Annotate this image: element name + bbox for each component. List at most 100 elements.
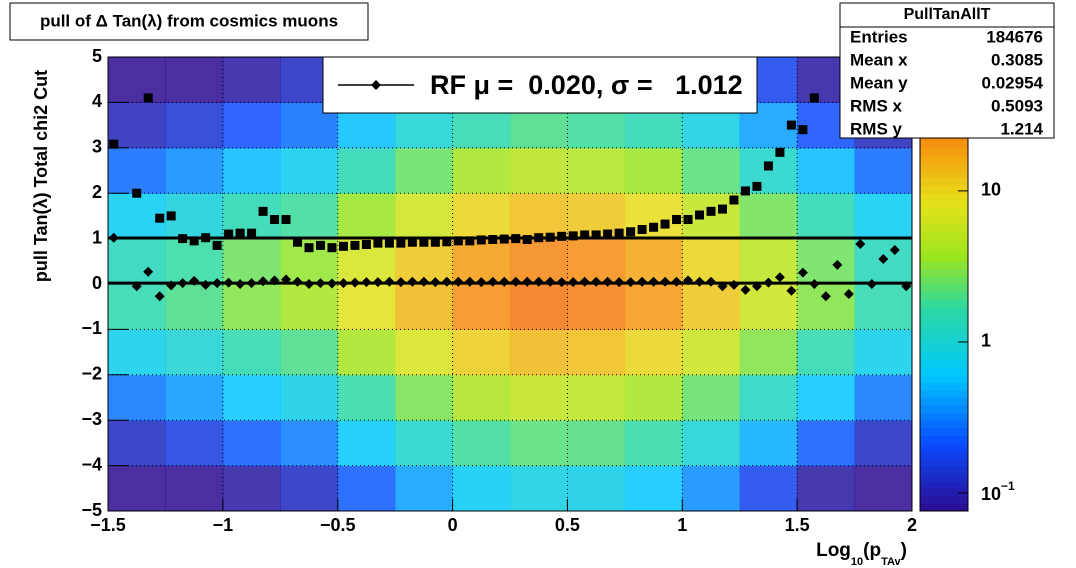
color-bar-step [920, 352, 968, 361]
color-bar-step [920, 336, 968, 346]
color-bar-step [920, 329, 968, 338]
color-bar-step [920, 374, 968, 383]
diamond-marker [878, 254, 889, 265]
heat-cell [395, 465, 454, 512]
square-marker [465, 236, 475, 246]
x-tick-label: 0.5 [555, 515, 580, 535]
diamond-marker [728, 279, 739, 290]
y-tick-label: −1 [81, 318, 102, 338]
heat-cell [739, 147, 798, 194]
color-bar-step [920, 291, 968, 300]
color-bar-step [920, 495, 968, 504]
square-marker [419, 237, 429, 247]
square-marker [315, 240, 325, 250]
heat-cell [395, 329, 454, 376]
heat-cell [222, 238, 281, 285]
square-marker [545, 232, 555, 242]
heat-cell [567, 147, 626, 194]
stats-value: 1.214 [1000, 119, 1043, 138]
color-bar-step [920, 193, 968, 202]
square-marker [729, 195, 739, 205]
heat-cell [108, 57, 166, 103]
square-marker [338, 241, 348, 251]
heat-cell [510, 329, 568, 376]
square-marker [373, 238, 383, 248]
heat-cell [682, 465, 741, 512]
z-tick-exponent: −1 [1001, 479, 1015, 493]
square-marker [235, 228, 245, 238]
heat-cell [854, 329, 913, 376]
square-marker [396, 238, 406, 248]
square-marker [568, 231, 578, 241]
diamond-marker [901, 281, 912, 292]
heat-cell [337, 374, 396, 421]
square-marker [143, 93, 153, 103]
color-bar-step [920, 155, 968, 164]
diamond-marker [751, 281, 762, 292]
x-label-part: Log [816, 540, 851, 561]
color-bar-step [920, 178, 968, 187]
color-bar-step [920, 276, 968, 285]
square-marker [672, 215, 682, 225]
heat-cell [567, 238, 626, 285]
y-tick-label: −4 [81, 454, 102, 474]
stats-rows: Entries 184676 Mean x 0.3085 Mean y 0.02954 RM… [850, 27, 1044, 138]
diamond-marker [476, 277, 487, 288]
y-tick-label: 4 [92, 91, 102, 111]
heat-cell [567, 329, 626, 376]
y-tick-label: 1 [92, 227, 102, 247]
diamond-marker [499, 276, 510, 287]
heat-cell [854, 374, 913, 421]
square-marker [511, 234, 521, 244]
color-bar-step [920, 442, 968, 451]
heat-cell [797, 329, 856, 376]
heat-cell [165, 102, 224, 149]
square-marker [476, 235, 486, 245]
z-tick-label: 10−1 [981, 479, 1015, 504]
square-marker [270, 215, 280, 225]
x-tick-label: −1 [213, 515, 234, 535]
diamond-marker [832, 259, 843, 270]
heat-cell [452, 284, 511, 330]
diamond-marker [866, 279, 877, 289]
heat-cell [108, 374, 166, 421]
y-tick-label: −3 [81, 409, 102, 429]
color-bar-step [920, 284, 968, 293]
heat-cell [452, 147, 511, 194]
color-bar-step [920, 435, 968, 444]
diamond-marker [177, 278, 188, 289]
diamond-marker [200, 279, 211, 290]
diamond-marker [131, 281, 142, 292]
stats-key: RMS x [850, 96, 903, 115]
diamond-marker [637, 276, 648, 287]
heat-cell [682, 329, 741, 376]
heat-cell [108, 238, 166, 285]
heat-cell [395, 374, 454, 421]
x-label-part: (p [863, 540, 881, 561]
heat-cell [624, 238, 683, 285]
stats-value: 0.3085 [991, 50, 1043, 69]
diamond-marker [361, 277, 372, 288]
heat-cell [452, 238, 511, 285]
diamond-marker [660, 276, 671, 287]
diamond-marker [338, 278, 349, 289]
heat-cell [510, 465, 568, 512]
square-marker [442, 237, 452, 247]
stats-value: 0.02954 [982, 73, 1044, 92]
diamond-marker [579, 276, 590, 287]
stats-key: Mean y [850, 73, 908, 92]
square-marker [178, 234, 188, 244]
square-marker [407, 237, 417, 247]
square-marker [201, 233, 211, 243]
square-marker [247, 228, 257, 238]
diamond-marker [568, 277, 579, 288]
x-tick-label: −0.5 [320, 515, 356, 535]
heat-cell [165, 420, 224, 467]
heat-cell [739, 420, 798, 467]
square-marker [212, 240, 222, 250]
diamond-marker [315, 278, 326, 289]
y-tick-label: 2 [92, 182, 102, 202]
square-marker [557, 231, 567, 241]
heat-cell [165, 57, 224, 103]
heat-cell [739, 465, 798, 512]
